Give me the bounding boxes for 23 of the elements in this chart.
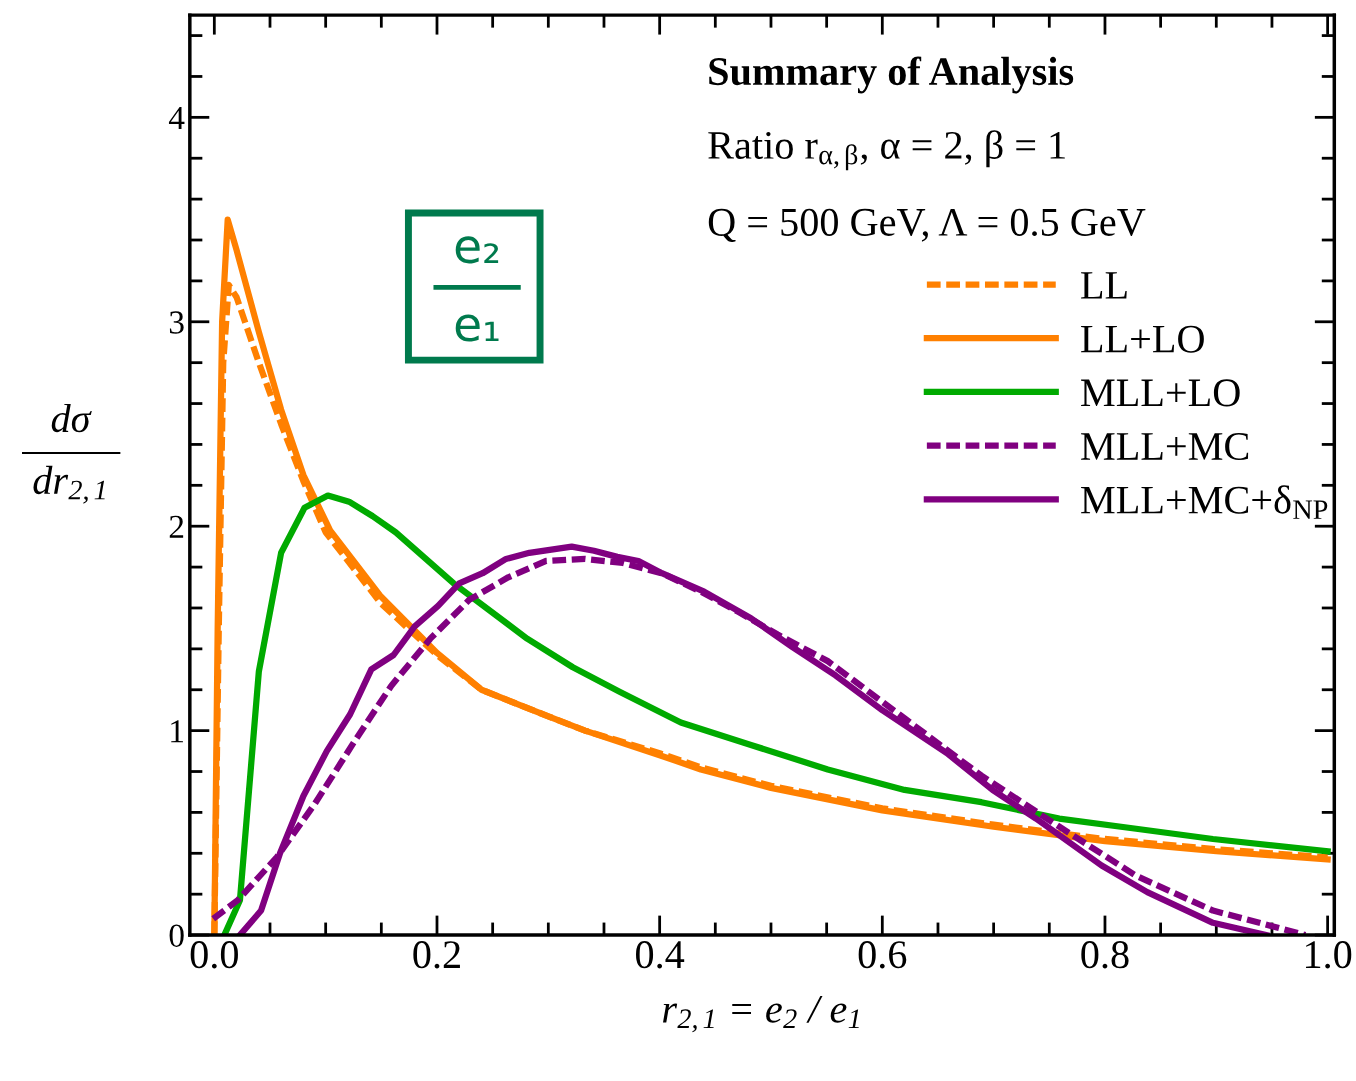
y-tick-label: 1 <box>171 720 183 743</box>
x-tick-label: 0.8 <box>1081 941 1129 969</box>
text: Ratio r$_{α,β}$, α = 2, β = 1 <box>708 130 1065 171</box>
x-tick-label: 0.4 <box>636 941 685 969</box>
x-axis-title: r$_{2,1}$ = e$_{2}$ / e$_{1}$ <box>663 995 859 1033</box>
x-tick-label: 0.0 <box>190 941 238 969</box>
x-tick-label: 1.0 <box>1305 941 1352 969</box>
annotation: e₂ <box>455 236 499 264</box>
x-tick-label: 0.6 <box>858 941 907 969</box>
x-tick-label: 0.2 <box>413 941 460 969</box>
legend-label: MLL+LO <box>1081 379 1240 407</box>
legend-label: MLL+MC+δ$_{NP}$ <box>1081 485 1328 519</box>
y-tick-label: 3 <box>169 311 184 334</box>
text: Summary of Analysis <box>709 56 1074 94</box>
y-tick-label: 0 <box>169 924 184 947</box>
annotation: Q = 500 GeV, Λ = 0.5 GeV <box>708 208 1146 243</box>
legend-label: MLL+MC <box>1081 433 1249 461</box>
legend-label: LL <box>1081 272 1127 299</box>
y-tick-label: 4 <box>168 106 185 129</box>
legend-label: LL+LO <box>1081 325 1204 353</box>
annotation: e₁ <box>455 314 499 342</box>
y-tick-label: 2 <box>169 515 184 538</box>
y-axis-title: dσ dr$_{2,1}$ <box>33 403 105 504</box>
